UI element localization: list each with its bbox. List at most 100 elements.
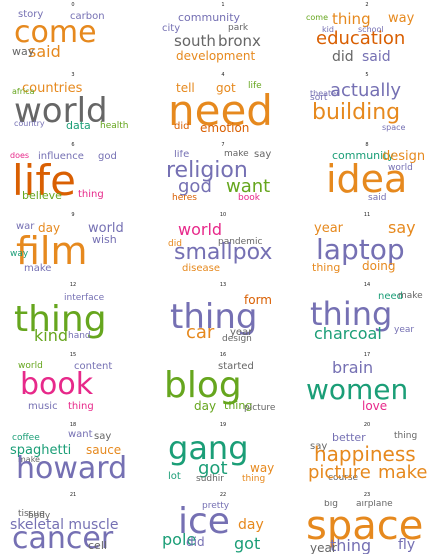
wordcloud-word: need [378, 291, 403, 302]
wordcloud-word: countries [22, 81, 83, 96]
wordcloud: community design idea world said [302, 150, 432, 204]
wordcloud-word: emotion [200, 121, 250, 134]
wordcloud-word: life [248, 81, 262, 91]
wordcloud-word: year [230, 327, 253, 338]
wordcloud-word: influence [38, 151, 84, 162]
wordcloud-word: form [244, 293, 272, 307]
panel-index-label: 5 [365, 72, 369, 78]
wordcloud-word: make [378, 462, 428, 483]
wordcloud-word: development [176, 49, 256, 63]
wordcloud-word: world [388, 163, 413, 173]
wordcloud-word: life [12, 156, 76, 204]
wordcloud-word: got [198, 458, 228, 479]
panel-index-label: 15 [69, 352, 77, 358]
wordcloud-word: world [178, 220, 223, 239]
wordcloud: tell got life need did emotion [158, 80, 288, 134]
panel-index-label: 1 [221, 2, 225, 8]
wordcloud: war day world wish film make way [8, 220, 138, 274]
wordcloud-panel: 2 thing way kid school education did said come [302, 2, 432, 64]
panel-index-label: 16 [219, 352, 227, 358]
wordcloud-word: love [362, 399, 388, 413]
wordcloud: form thing car year design [158, 290, 288, 344]
panel-index-label: 10 [219, 212, 227, 218]
wordcloud-word: sort [310, 93, 328, 103]
wordcloud-word: religion [166, 158, 248, 183]
wordcloud-word: film [16, 229, 88, 273]
wordcloud-word: gang [168, 430, 249, 467]
wordcloud: life make say religion god want heres book [158, 150, 288, 204]
wordcloud-word: design [382, 150, 426, 164]
wordcloud-word: hand [68, 331, 91, 341]
wordcloud-word: tell [176, 81, 195, 95]
wordcloud-word: sauce [86, 443, 122, 457]
wordcloud-word: thing [310, 295, 393, 333]
wordcloud-panel: 13 form thing car year design [158, 282, 288, 344]
wordcloud-panel: 20 better thing say happiness course picture ma… [302, 422, 432, 484]
wordcloud-panel: 3 countries world africa country data health [8, 72, 138, 134]
wordcloud-panel: 23 big airplane space thing year fly [302, 492, 432, 554]
wordcloud: actually building theater sort space [302, 80, 432, 134]
wordcloud-word: did [186, 535, 205, 549]
wordcloud-panel: 14 need make thing charcoal year [302, 282, 432, 344]
wordcloud-word: say [388, 220, 416, 237]
wordcloud-panel: 22 pretty ice day pole got did [158, 492, 288, 554]
wordcloud-word: school [358, 25, 384, 34]
wordcloud-word: better [332, 431, 366, 444]
wordcloud-word: body [28, 511, 51, 521]
wordcloud-word: god [98, 151, 117, 162]
panel-index-label: 14 [363, 282, 371, 288]
wordcloud-word: big [324, 500, 338, 509]
wordcloud-panel: 10 world did pandemic smallpox disease [158, 212, 288, 274]
wordcloud-word: world [14, 91, 108, 131]
wordcloud-word: come [306, 13, 329, 22]
wordcloud-word: sudhir [196, 474, 225, 484]
wordcloud-word: wish [92, 233, 117, 246]
wordcloud-word: thing [312, 261, 341, 274]
panel-index-label: 21 [69, 492, 77, 498]
wordcloud-word: women [306, 373, 409, 406]
wordcloud-word: doing [362, 259, 396, 273]
wordcloud-word: happiness [314, 442, 416, 466]
panel-index-label: 17 [363, 352, 371, 358]
wordcloud: thing interface hand kind [8, 290, 138, 344]
wordcloud-word: coffee [12, 433, 40, 443]
wordcloud-word: did [332, 49, 354, 64]
wordcloud-word: airplane [356, 500, 393, 509]
wordcloud-word: content [74, 361, 113, 372]
wordcloud-word: carbon [70, 11, 105, 22]
wordcloud-word: day [38, 221, 61, 235]
panel-index-label: 12 [69, 282, 77, 288]
panel-index-label: 2 [365, 2, 369, 8]
wordcloud-word: way [10, 249, 29, 259]
panel-index-label: 8 [365, 142, 369, 148]
panel-index-label: 6 [71, 142, 75, 148]
wordcloud-word: thing [68, 401, 94, 412]
panel-index-label: 20 [363, 422, 371, 428]
wordcloud-word: interface [64, 293, 105, 303]
wordcloud: tissue skeletal muscle cancer body cell [8, 500, 138, 554]
wordcloud-word: country [14, 119, 45, 128]
wordcloud-word: smallpox [174, 240, 273, 265]
panel-index-label: 19 [219, 422, 227, 428]
wordcloud-word: howard [16, 451, 128, 484]
wordcloud-word: way [12, 45, 35, 58]
wordcloud-word: book [20, 367, 94, 402]
wordcloud: year say laptop thing doing [302, 220, 432, 274]
wordcloud-word: car [186, 322, 215, 343]
wordcloud-word: make [398, 291, 423, 301]
wordcloud-word: said [28, 42, 61, 61]
wordcloud-word: thing [224, 399, 253, 412]
wordcloud-word: bronx [218, 32, 261, 50]
wordcloud-word: theater [310, 89, 340, 98]
wordcloud-word: make [18, 455, 40, 464]
wordcloud-word: year [310, 541, 337, 554]
wordcloud-word: africa [12, 87, 35, 96]
wordcloud-word: design [222, 334, 252, 344]
wordcloud-word: brain [332, 360, 374, 377]
wordcloud-word: thing [14, 299, 107, 340]
wordcloud-word: world [88, 221, 124, 236]
wordcloud-word: make [24, 263, 52, 274]
wordcloud-word: day [194, 399, 217, 413]
wordcloud-word: say [310, 441, 328, 452]
wordcloud-word: idea [326, 157, 408, 201]
